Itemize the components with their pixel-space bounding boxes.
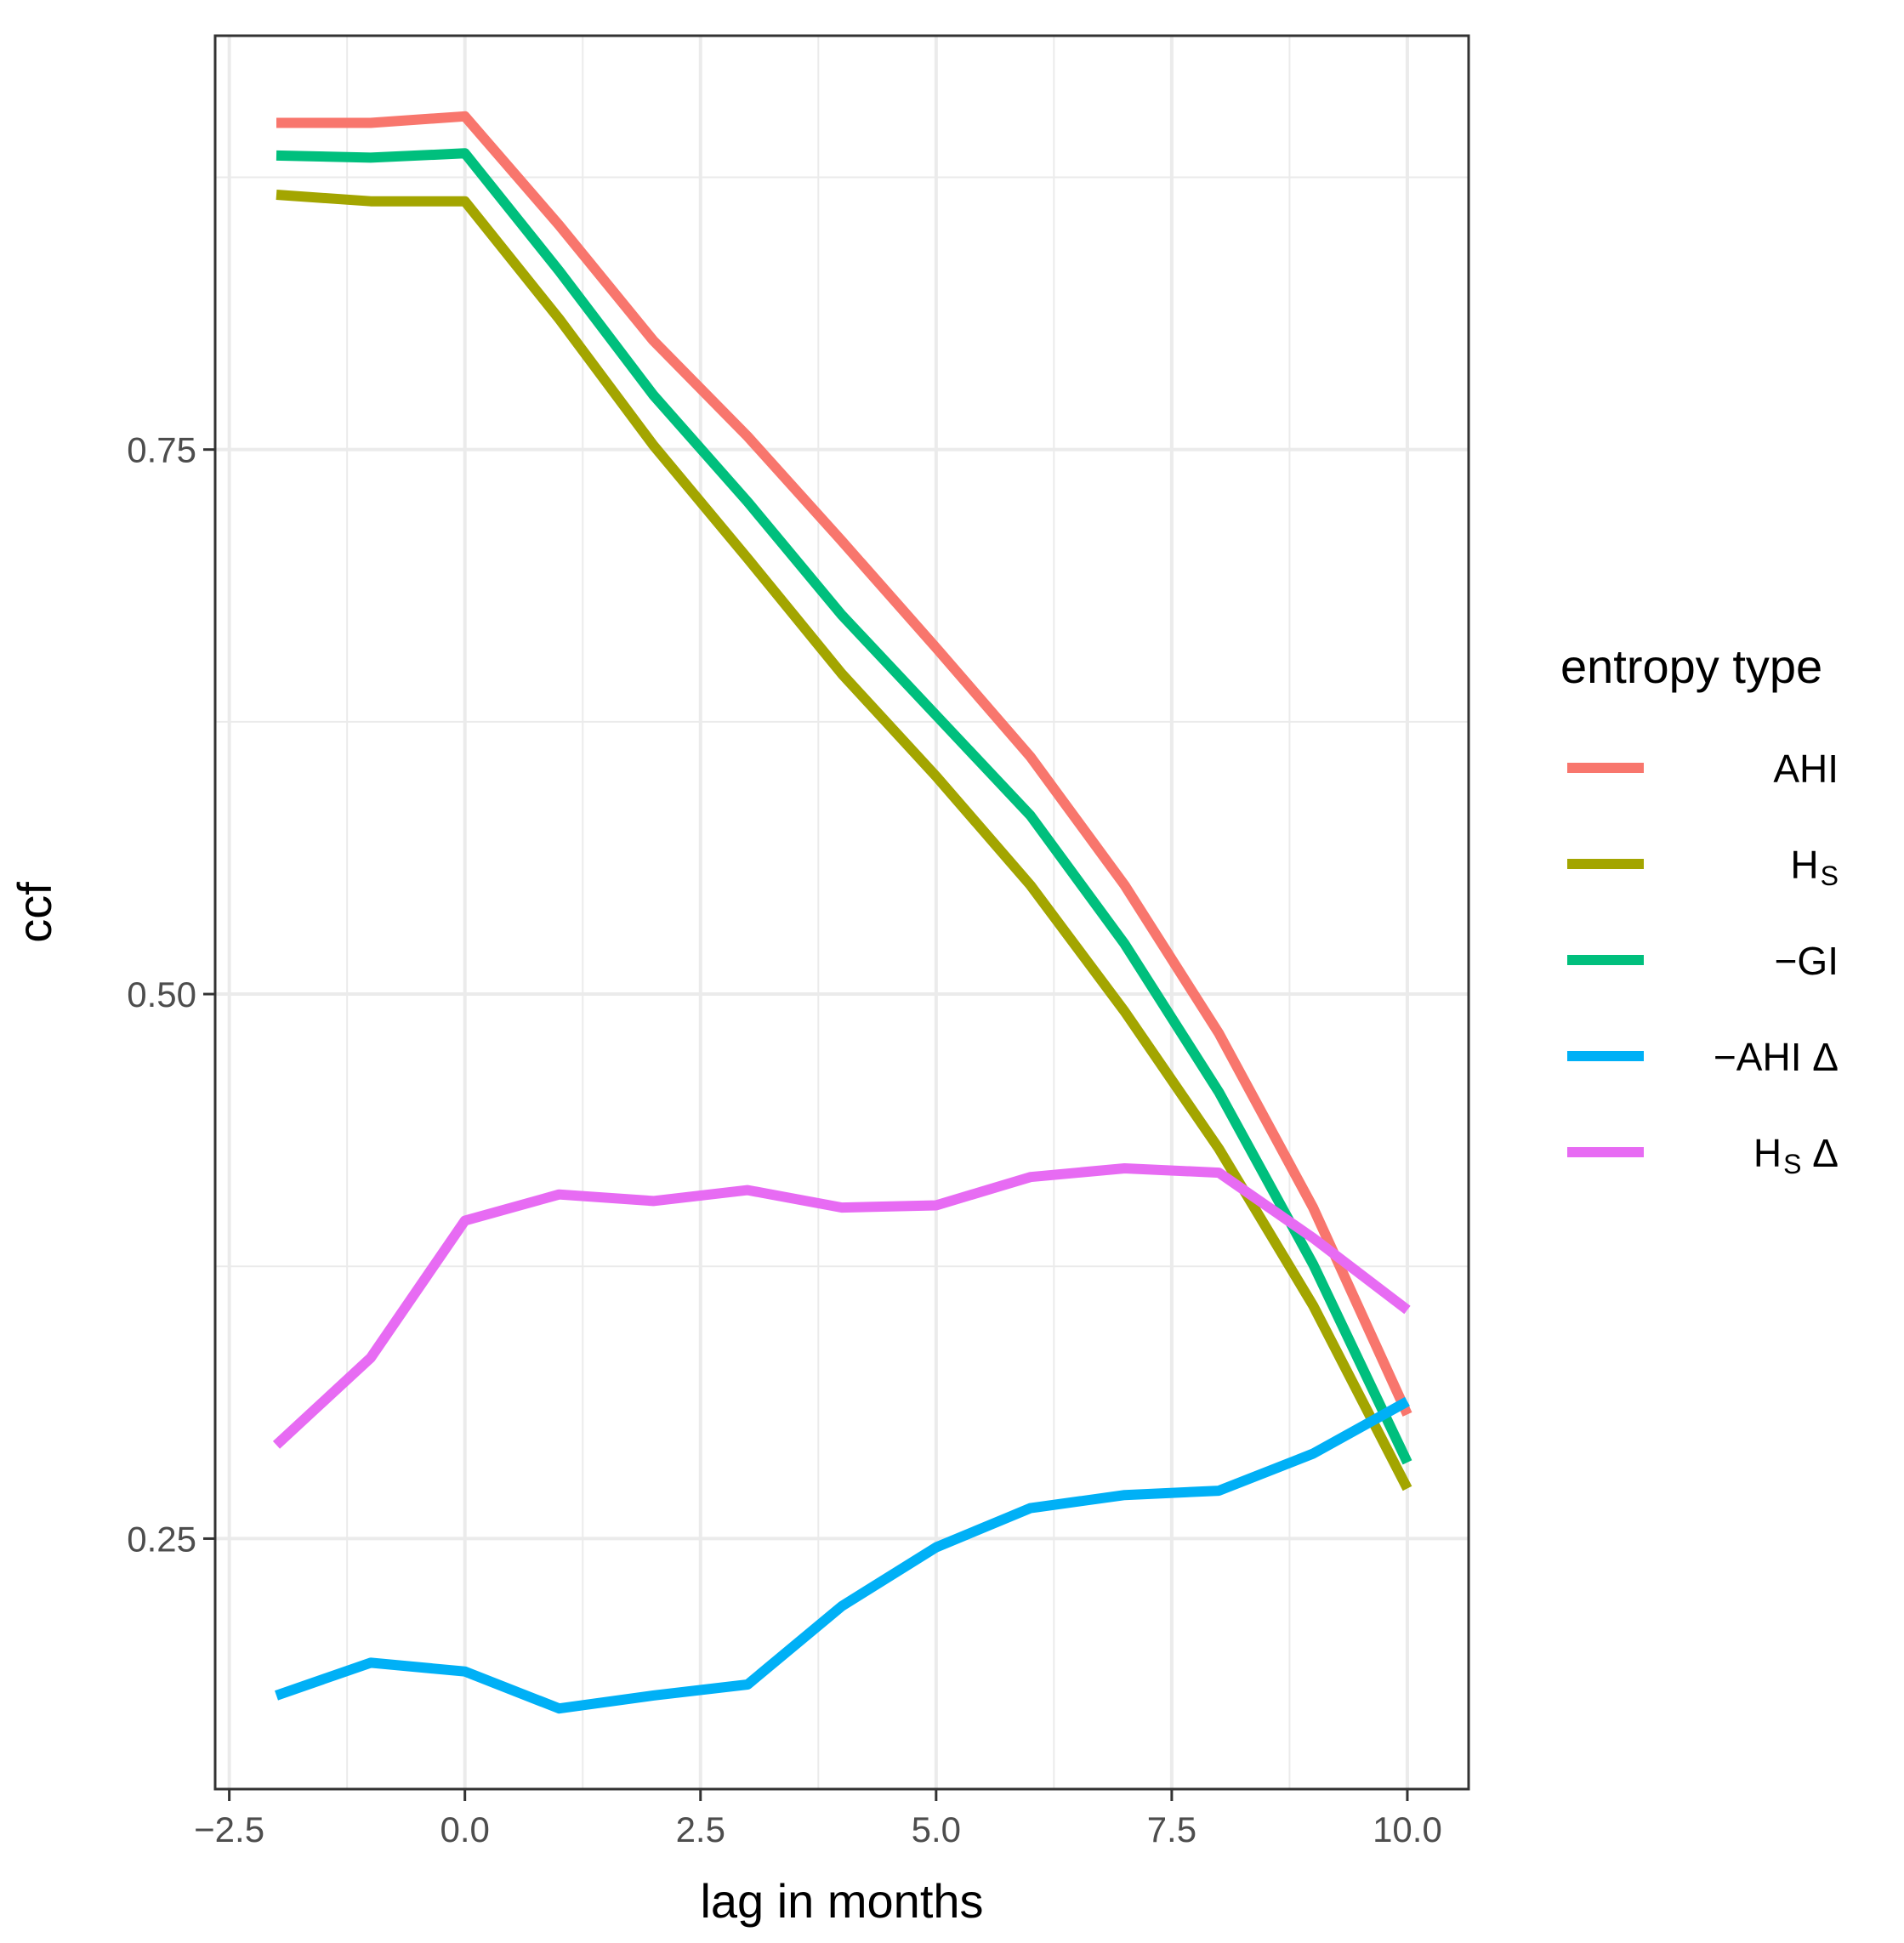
legend-label: −AHI Δ xyxy=(1714,1035,1839,1079)
series-line xyxy=(272,1163,1411,1449)
legend-label-suffix: Δ xyxy=(1801,1131,1839,1175)
legend-label-main: −AHI xyxy=(1714,1035,1802,1079)
x-tick-label: 10.0 xyxy=(1373,1809,1442,1849)
series-line xyxy=(276,111,1412,1417)
plot-panel-border xyxy=(213,34,1470,1791)
y-tick-label: 0.25 xyxy=(127,1519,196,1559)
y-axis: 0.25 0.50 0.75 xyxy=(127,430,215,1559)
series-line xyxy=(275,1396,1410,1714)
legend-label: HS xyxy=(1790,843,1839,891)
x-tick-label: 0.0 xyxy=(440,1809,489,1849)
x-axis: −2.5 0.0 2.5 5.0 7.5 10.0 xyxy=(194,1789,1442,1849)
series-lines xyxy=(272,111,1412,1714)
x-axis-title: lag in months xyxy=(700,1874,983,1928)
legend-label-main: H xyxy=(1790,843,1818,887)
series-line xyxy=(276,190,1412,1491)
y-tick-label: 0.50 xyxy=(127,974,196,1014)
y-axis-title: ccf xyxy=(8,882,61,943)
x-tick-label: 7.5 xyxy=(1147,1809,1196,1849)
legend-label: −GI xyxy=(1775,939,1839,983)
x-tick-label: 2.5 xyxy=(676,1809,725,1849)
legend-label: AHI xyxy=(1773,747,1839,791)
x-tick-label: 5.0 xyxy=(912,1809,961,1849)
legend-label-subscript: S xyxy=(1821,861,1839,891)
legend-label-subscript: S xyxy=(1783,1149,1801,1179)
legend-label-main: AHI xyxy=(1773,747,1839,791)
y-tick-label: 0.75 xyxy=(127,430,196,470)
legend-label: HS Δ xyxy=(1753,1131,1839,1179)
legend-label-main: −GI xyxy=(1775,939,1839,983)
legend-label-main: H xyxy=(1753,1131,1782,1175)
series-line xyxy=(276,148,1412,1465)
minor-gridlines xyxy=(215,36,1469,1789)
legend-label-suffix: Δ xyxy=(1801,1035,1839,1079)
legend-title: entropy type xyxy=(1560,639,1822,693)
x-tick-label: −2.5 xyxy=(194,1809,264,1849)
